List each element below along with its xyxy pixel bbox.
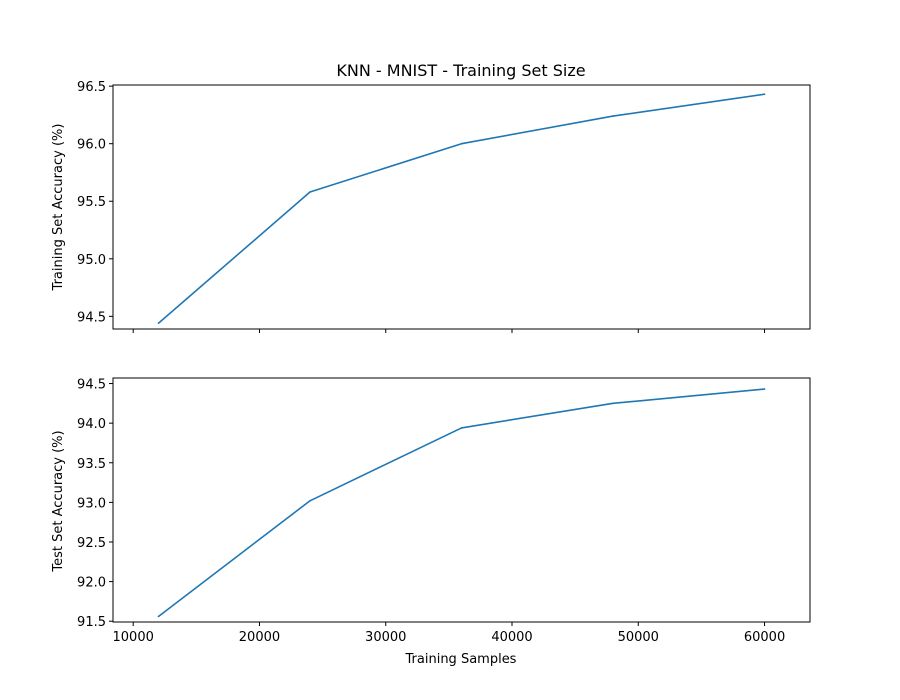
top-series (157, 93, 766, 325)
y-tick-label: 94.0 (77, 417, 106, 432)
x-tick-label: 40000 (491, 630, 532, 645)
y-tick-label: 91.5 (77, 615, 106, 630)
bottom-series (157, 388, 766, 618)
data-point (460, 427, 463, 429)
data-point (309, 499, 311, 502)
data-point (612, 115, 614, 117)
y-tick-label: 94.5 (77, 310, 106, 325)
bottom-subplot: Training Samples Test Set Accuracy (%) 1… (51, 377, 811, 667)
y-tick-label: 94.5 (77, 378, 106, 393)
bottom-y-axis-label: Test Set Accuracy (%) (51, 430, 66, 572)
y-tick-label: 92.0 (77, 576, 106, 591)
data-point (157, 615, 160, 618)
data-point (157, 322, 160, 325)
bottom-ticks: 10000 20000 30000 40000 50000 60000 91.5 92.0 92… (77, 378, 785, 645)
y-tick-label: 96.0 (77, 138, 106, 153)
x-axis-label: Training Samples (405, 652, 517, 667)
chart-title: KNN - MNIST - Training Set Size (336, 61, 585, 80)
y-tick-label: 93.5 (77, 457, 106, 472)
x-tick-label: 50000 (618, 630, 659, 645)
bottom-axes-frame (112, 377, 811, 623)
top-y-axis-label: Training Set Accuracy (%) (51, 124, 66, 292)
y-tick-label: 93.0 (77, 496, 106, 511)
top-ticks: 94.5 95.0 95.5 96.0 96.5 (77, 80, 766, 333)
y-tick-label: 95.0 (77, 253, 106, 268)
data-point (460, 142, 463, 145)
y-tick-label: 95.5 (77, 195, 106, 210)
data-point (763, 388, 766, 390)
top-axes-frame (112, 84, 811, 330)
x-tick-label: 30000 (365, 630, 406, 645)
x-tick-label: 10000 (113, 630, 154, 645)
x-tick-label: 60000 (744, 630, 785, 645)
x-tick-label: 20000 (239, 630, 280, 645)
data-point (612, 402, 614, 405)
y-tick-label: 92.5 (77, 536, 106, 551)
data-point (763, 93, 766, 96)
y-tick-label: 96.5 (77, 80, 106, 95)
top-subplot: KNN - MNIST - Training Set Size Training… (51, 61, 811, 333)
data-point (309, 191, 311, 193)
